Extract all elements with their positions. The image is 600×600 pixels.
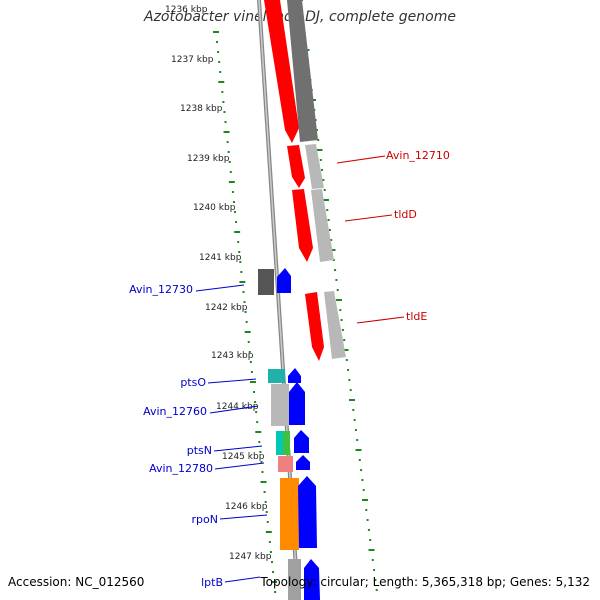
- gene-label-tlde[interactable]: tldE: [406, 310, 427, 323]
- kbp-tick-label: 1236 kbp: [165, 5, 208, 15]
- gene-box[interactable]: [278, 456, 293, 472]
- gene-box[interactable]: [288, 559, 301, 600]
- gene-arrow[interactable]: [289, 382, 305, 425]
- gene-label-rpon[interactable]: rpoN: [192, 513, 218, 526]
- kbp-tick-label: 1239 kbp: [187, 154, 230, 164]
- gene-label-tldd[interactable]: tldD: [394, 208, 417, 221]
- gene-arrow[interactable]: [287, 0, 318, 142]
- genome-stats-label: Topology: circular; Length: 5,365,318 bp…: [260, 575, 590, 589]
- gene-box[interactable]: [271, 384, 289, 426]
- gene-box[interactable]: [258, 269, 274, 295]
- gene-arrow[interactable]: [304, 559, 320, 600]
- kbp-tick-labels: 1236 kbp 1237 kbp 1238 kbp 1239 kbp 1240…: [165, 5, 272, 562]
- gene-box[interactable]: [268, 369, 285, 383]
- gene-label-ptsn[interactable]: ptsN: [187, 444, 212, 457]
- kbp-tick-label: 1246 kbp: [225, 502, 268, 512]
- accession-label: Accession: NC_012560: [8, 575, 145, 589]
- gene-box[interactable]: [280, 478, 299, 550]
- kbp-tick-label: 1237 kbp: [171, 55, 214, 65]
- gene-label-avin-12710[interactable]: Avin_12710: [386, 149, 450, 162]
- reverse-strand-genes: [258, 268, 320, 600]
- gene-arrow[interactable]: [264, 0, 299, 143]
- gene-arrow[interactable]: [288, 368, 301, 383]
- gene-arrow[interactable]: [305, 292, 324, 361]
- gene-arrow[interactable]: [287, 145, 305, 188]
- gene-labels-left: Avin_12730 ptsO Avin_12760 ptsN Avin_127…: [129, 283, 223, 589]
- gene-label-avin-12780[interactable]: Avin_12780: [149, 462, 213, 475]
- gene-labels-right: Avin_12710 tldD tldE: [386, 149, 450, 323]
- kbp-tick-label: 1242 kbp: [205, 303, 248, 313]
- gene-arrow[interactable]: [296, 455, 310, 470]
- gene-arrow[interactable]: [298, 476, 317, 548]
- gene-label-avin-12760[interactable]: Avin_12760: [143, 405, 207, 418]
- gene-arrow[interactable]: [277, 268, 291, 293]
- gene-arrow[interactable]: [292, 189, 313, 262]
- gene-arrow[interactable]: [324, 291, 346, 359]
- gene-label-lptb[interactable]: lptB: [201, 576, 223, 589]
- gene-box[interactable]: [276, 431, 283, 455]
- forward-strand-genes: [264, 0, 346, 361]
- gene-arrow[interactable]: [294, 430, 309, 453]
- gene-callout-lines: [195, 155, 405, 583]
- kbp-tick-label: 1245 kbp: [222, 452, 265, 462]
- gene-label-avin-12730[interactable]: Avin_12730: [129, 283, 193, 296]
- kbp-tick-label: 1240 kbp: [193, 203, 236, 213]
- kbp-tick-label: 1243 kbp: [211, 351, 254, 361]
- gene-box[interactable]: [283, 431, 290, 455]
- gene-arrow[interactable]: [311, 189, 334, 262]
- kbp-tick-label: 1244 kbp: [216, 402, 259, 412]
- kbp-tick-label: 1238 kbp: [180, 104, 223, 114]
- gene-label-ptso[interactable]: ptsO: [180, 376, 206, 389]
- kbp-tick-label: 1247 kbp: [229, 552, 272, 562]
- gene-arrow[interactable]: [305, 144, 324, 189]
- kbp-tick-label: 1241 kbp: [199, 253, 242, 263]
